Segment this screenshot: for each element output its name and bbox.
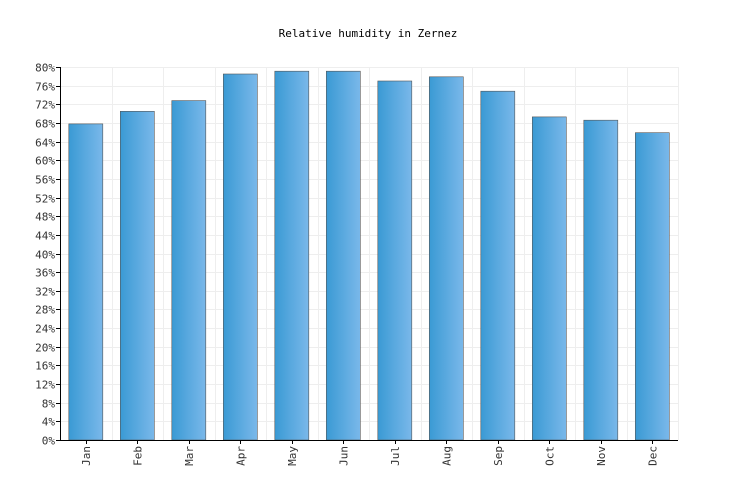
bar-feb <box>120 111 155 441</box>
x-tick-label: Feb <box>131 446 144 466</box>
bar-mar <box>171 100 207 441</box>
y-tick-label: 60% <box>35 155 55 168</box>
y-tick-label: 24% <box>35 323 55 336</box>
x-tick-label: Mar <box>183 446 196 466</box>
y-tick-label: 16% <box>35 360 55 373</box>
bar-jun <box>325 70 361 441</box>
y-tick-label: 40% <box>35 249 55 262</box>
x-tick-labels: Jan Feb Mar Apr May Jun Jul Aug Sep Oct Nov Dec <box>80 446 660 466</box>
bar-apr <box>223 73 258 441</box>
bar-layer <box>68 70 670 441</box>
x-tick-label: Jun <box>337 446 350 466</box>
y-tick-label: 0% <box>42 435 56 448</box>
y-tick-label: 8% <box>42 398 56 411</box>
y-tick-label: 32% <box>35 286 55 299</box>
x-tick-label: Dec <box>646 446 659 466</box>
bar-nov <box>583 119 619 441</box>
x-tick-label: Aug <box>440 446 453 466</box>
y-tick-labels: 0% 4% 8% 12% 16% 20% 24% 28% 32% 36% 40% 44% 48% 52% 5… <box>35 62 55 448</box>
y-tick-label: 64% <box>35 137 55 150</box>
bar-jan <box>68 123 104 441</box>
y-tick-label: 48% <box>35 211 55 224</box>
bar-sep <box>480 90 516 441</box>
bar-aug <box>428 76 464 441</box>
x-tick-label: Jul <box>389 446 402 466</box>
bar-oct <box>531 116 567 441</box>
y-tick-label: 72% <box>35 99 55 112</box>
y-tick-label: 76% <box>35 81 55 94</box>
y-tick-label: 80% <box>35 62 55 75</box>
axis-layer <box>56 67 678 444</box>
y-tick-label: 44% <box>35 230 55 243</box>
y-tick-label: 12% <box>35 379 55 392</box>
x-tick-label: Oct <box>543 446 556 466</box>
bar-dec <box>634 132 670 441</box>
y-tick-label: 56% <box>35 174 55 187</box>
x-tick-label: Apr <box>234 446 247 466</box>
bar-may <box>274 70 310 441</box>
y-tick-label: 52% <box>35 193 55 206</box>
grid-layer <box>60 67 679 441</box>
x-tick-label: May <box>286 446 299 466</box>
bar-jul <box>377 80 413 441</box>
y-tick-label: 68% <box>35 118 55 131</box>
chart-title: Relative humidity in Zernez <box>279 27 458 40</box>
y-tick-label: 28% <box>35 304 55 317</box>
y-tick-label: 4% <box>42 416 56 429</box>
x-tick-label: Jan <box>80 446 93 466</box>
y-tick-label: 36% <box>35 267 55 280</box>
x-tick-label: Sep <box>492 446 505 466</box>
y-tick-label: 20% <box>35 342 55 355</box>
x-tick-label: Nov <box>595 446 608 466</box>
